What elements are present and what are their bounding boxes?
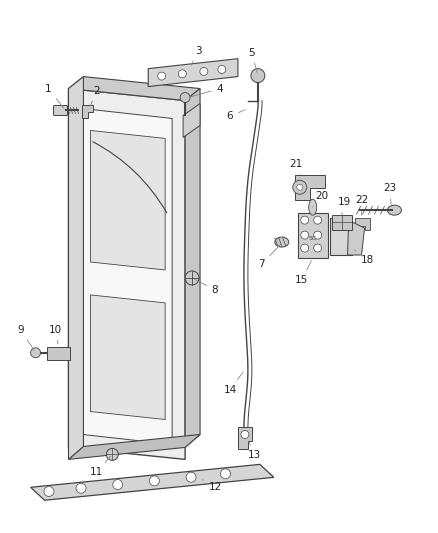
Text: 9: 9 [18,325,34,350]
Circle shape [241,431,249,439]
Circle shape [314,216,321,224]
Text: 6: 6 [226,110,245,122]
Circle shape [113,480,123,489]
Circle shape [218,66,226,74]
Polygon shape [68,434,200,459]
Polygon shape [348,220,364,255]
Polygon shape [295,175,325,200]
Circle shape [314,231,321,239]
Text: 12: 12 [202,480,222,492]
Text: 7: 7 [258,244,281,269]
Polygon shape [82,109,172,445]
Polygon shape [330,218,352,255]
Circle shape [297,184,303,190]
Polygon shape [46,347,71,360]
Circle shape [314,244,321,252]
Text: 5: 5 [249,47,257,73]
Ellipse shape [388,205,401,215]
Circle shape [31,348,41,358]
Text: 10: 10 [49,325,62,344]
Text: 8: 8 [194,279,218,295]
Text: 2: 2 [90,86,100,106]
FancyBboxPatch shape [53,106,67,116]
Text: 14: 14 [223,372,243,394]
Circle shape [186,472,196,482]
Circle shape [178,70,186,78]
Polygon shape [355,218,370,230]
Circle shape [251,69,265,83]
Circle shape [293,180,307,194]
Text: 23: 23 [383,183,396,205]
Text: 18: 18 [355,250,374,265]
Circle shape [106,448,118,461]
Polygon shape [82,104,93,118]
Polygon shape [31,464,274,500]
Text: 4: 4 [191,84,223,97]
Circle shape [301,244,309,252]
Polygon shape [298,213,328,258]
Polygon shape [68,77,83,459]
Circle shape [220,469,230,479]
Text: 3: 3 [191,46,201,65]
Polygon shape [90,131,165,270]
Text: 15: 15 [295,261,311,285]
Circle shape [44,487,54,496]
Text: 11: 11 [90,456,110,478]
Circle shape [180,93,190,102]
Polygon shape [238,427,252,449]
Circle shape [301,216,309,224]
Polygon shape [68,77,200,101]
Circle shape [149,476,159,486]
Circle shape [185,271,199,285]
Text: 20: 20 [313,191,328,207]
Polygon shape [185,88,200,447]
Ellipse shape [275,237,289,247]
Circle shape [301,231,309,239]
Circle shape [158,72,166,80]
Text: 13: 13 [248,442,261,461]
Polygon shape [68,88,185,459]
Text: 21: 21 [289,159,302,175]
Polygon shape [90,295,165,419]
Circle shape [200,68,208,75]
Text: 22: 22 [355,195,368,215]
Polygon shape [332,215,352,230]
Circle shape [76,483,86,493]
Text: 5C: 5C [309,236,317,240]
Text: 1: 1 [45,84,64,108]
Polygon shape [148,59,238,86]
Polygon shape [183,103,200,138]
Text: 19: 19 [338,197,351,215]
Ellipse shape [309,199,317,215]
